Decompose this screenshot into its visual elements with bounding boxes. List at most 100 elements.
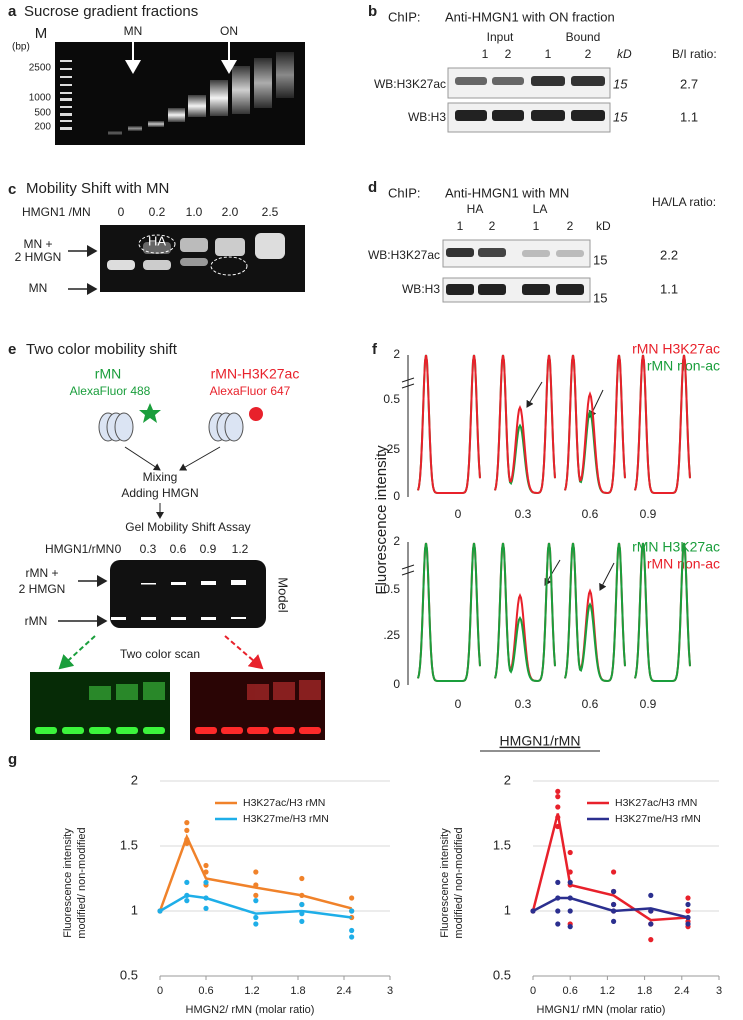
label: HA — [467, 202, 484, 216]
lane-label: 2.5 — [262, 205, 279, 219]
gel-c — [68, 225, 305, 295]
legend-label: rMN H3K27ac — [632, 539, 720, 555]
panel-letter: f — [372, 341, 378, 358]
x-tick-label: 2.4 — [336, 985, 351, 997]
row-label: WB:H3 — [408, 110, 446, 124]
trace — [494, 354, 556, 495]
legend-label: H3K27ac/H3 rMN — [615, 797, 697, 809]
replicate-dot — [253, 914, 259, 921]
blot-d — [442, 239, 591, 303]
panel-title: Anti-HMGN1 with ON fraction — [445, 9, 615, 24]
y-tick-label: 0 — [393, 677, 400, 691]
axis-title: modified/ non-modified — [453, 827, 465, 938]
lane-label: 1 — [533, 219, 540, 233]
replicate-dot — [648, 892, 654, 899]
x-tick-label: 1.8 — [637, 985, 652, 997]
label: kD — [596, 219, 611, 233]
circle-label: HA — [148, 233, 166, 248]
arrow-label: rMN — [25, 614, 48, 628]
replicate-dot — [567, 908, 573, 914]
replicate-dot — [648, 921, 654, 927]
replicate-dot — [349, 927, 355, 934]
axis-title: HMGN1/rMN — [500, 733, 581, 749]
lane-label: 2 — [567, 219, 574, 233]
replicate-dot — [253, 882, 259, 888]
x-tick-label: 1.8 — [290, 985, 305, 997]
label: ChIP: — [388, 185, 421, 200]
label: M — [35, 25, 48, 42]
replicate-dot — [567, 924, 573, 930]
label: Adding HMGN — [121, 486, 198, 500]
trace — [417, 542, 481, 682]
row-label: WB:H3K27ac — [368, 248, 440, 262]
panel-title: Sucrose gradient fractions — [24, 3, 198, 20]
blot-b — [447, 67, 611, 133]
legend-label: rMN H3K27ac — [632, 341, 720, 357]
x-tick-label: 0 — [455, 697, 462, 711]
replicate-dot — [203, 895, 209, 901]
replicate-dot — [685, 895, 691, 901]
replicate-dot — [184, 820, 190, 826]
axis-title: HMGN2/ rMN (molar ratio) — [186, 1004, 315, 1016]
label: Model — [276, 577, 291, 613]
panel-title: Anti-HMGN1 with MN — [445, 185, 569, 200]
replicate-dot — [253, 892, 259, 899]
replicate-dot — [611, 908, 617, 914]
arrow-label: MN — [29, 281, 48, 295]
lane-label: 1 — [545, 47, 552, 61]
replicate-dot — [253, 898, 259, 904]
y-tick-label: 2 — [393, 534, 400, 548]
replicate-dot — [685, 901, 691, 908]
lane-label: 0.2 — [149, 205, 166, 219]
replicate-dot — [685, 921, 691, 927]
ratio-value: 1.1 — [660, 281, 678, 296]
circle-label: LA — [221, 306, 237, 321]
replicate-dot — [611, 918, 617, 925]
lane-label: 0 — [118, 205, 125, 219]
x-tick-label: 2.4 — [674, 985, 689, 997]
schematic-e — [30, 403, 325, 740]
x-tick-label: 0.9 — [640, 697, 657, 711]
lane-label: 0.9 — [200, 542, 217, 556]
label: Input — [487, 30, 514, 44]
replicate-dot — [685, 908, 691, 914]
label: HMGN1/rMN — [45, 542, 114, 556]
label: kD — [617, 47, 632, 61]
y-tick-label: 2 — [131, 772, 138, 787]
probe-dye: AlexaFluor 488 — [70, 384, 151, 398]
y-tick-label: .25 — [383, 628, 400, 642]
replicate-dot — [567, 879, 573, 886]
replicate-dot — [203, 879, 209, 886]
replicate-dot — [299, 875, 305, 882]
lane-label: 1 — [457, 219, 464, 233]
y-tick-label: 0.5 — [120, 967, 138, 982]
arrow-label: MN + — [23, 237, 52, 251]
replicate-dot — [555, 788, 561, 795]
gel-a — [55, 42, 305, 145]
trace — [634, 354, 691, 494]
x-tick-label: 0 — [455, 507, 462, 521]
replicate-dot — [567, 895, 573, 901]
replicate-dot — [567, 849, 573, 856]
lane-label: 2 — [489, 219, 496, 233]
replicate-dot — [184, 879, 190, 886]
replicate-dot — [203, 869, 209, 875]
replicate-dot — [555, 823, 561, 830]
y-tick-label: 0.5 — [383, 582, 400, 596]
replicate-dot — [555, 794, 561, 800]
arrow-label: rMN + — [26, 566, 59, 580]
replicate-dot — [184, 840, 190, 847]
x-tick-label: 0.3 — [515, 507, 532, 521]
lane-label: 2 — [505, 47, 512, 61]
panel-letter: b — [368, 3, 377, 20]
trace — [564, 354, 626, 495]
legend-label: H3K27me/H3 rMN — [615, 813, 701, 825]
size-label: 2500 — [29, 63, 52, 74]
x-tick-label: 0 — [530, 985, 536, 997]
arrow-label: 2 HMGN — [19, 582, 66, 596]
replicate-dot — [685, 914, 691, 921]
label: HA/LA ratio: — [652, 195, 716, 209]
label: Bound — [566, 30, 601, 44]
probe-name: rMN — [95, 366, 121, 382]
series-line — [158, 833, 352, 912]
